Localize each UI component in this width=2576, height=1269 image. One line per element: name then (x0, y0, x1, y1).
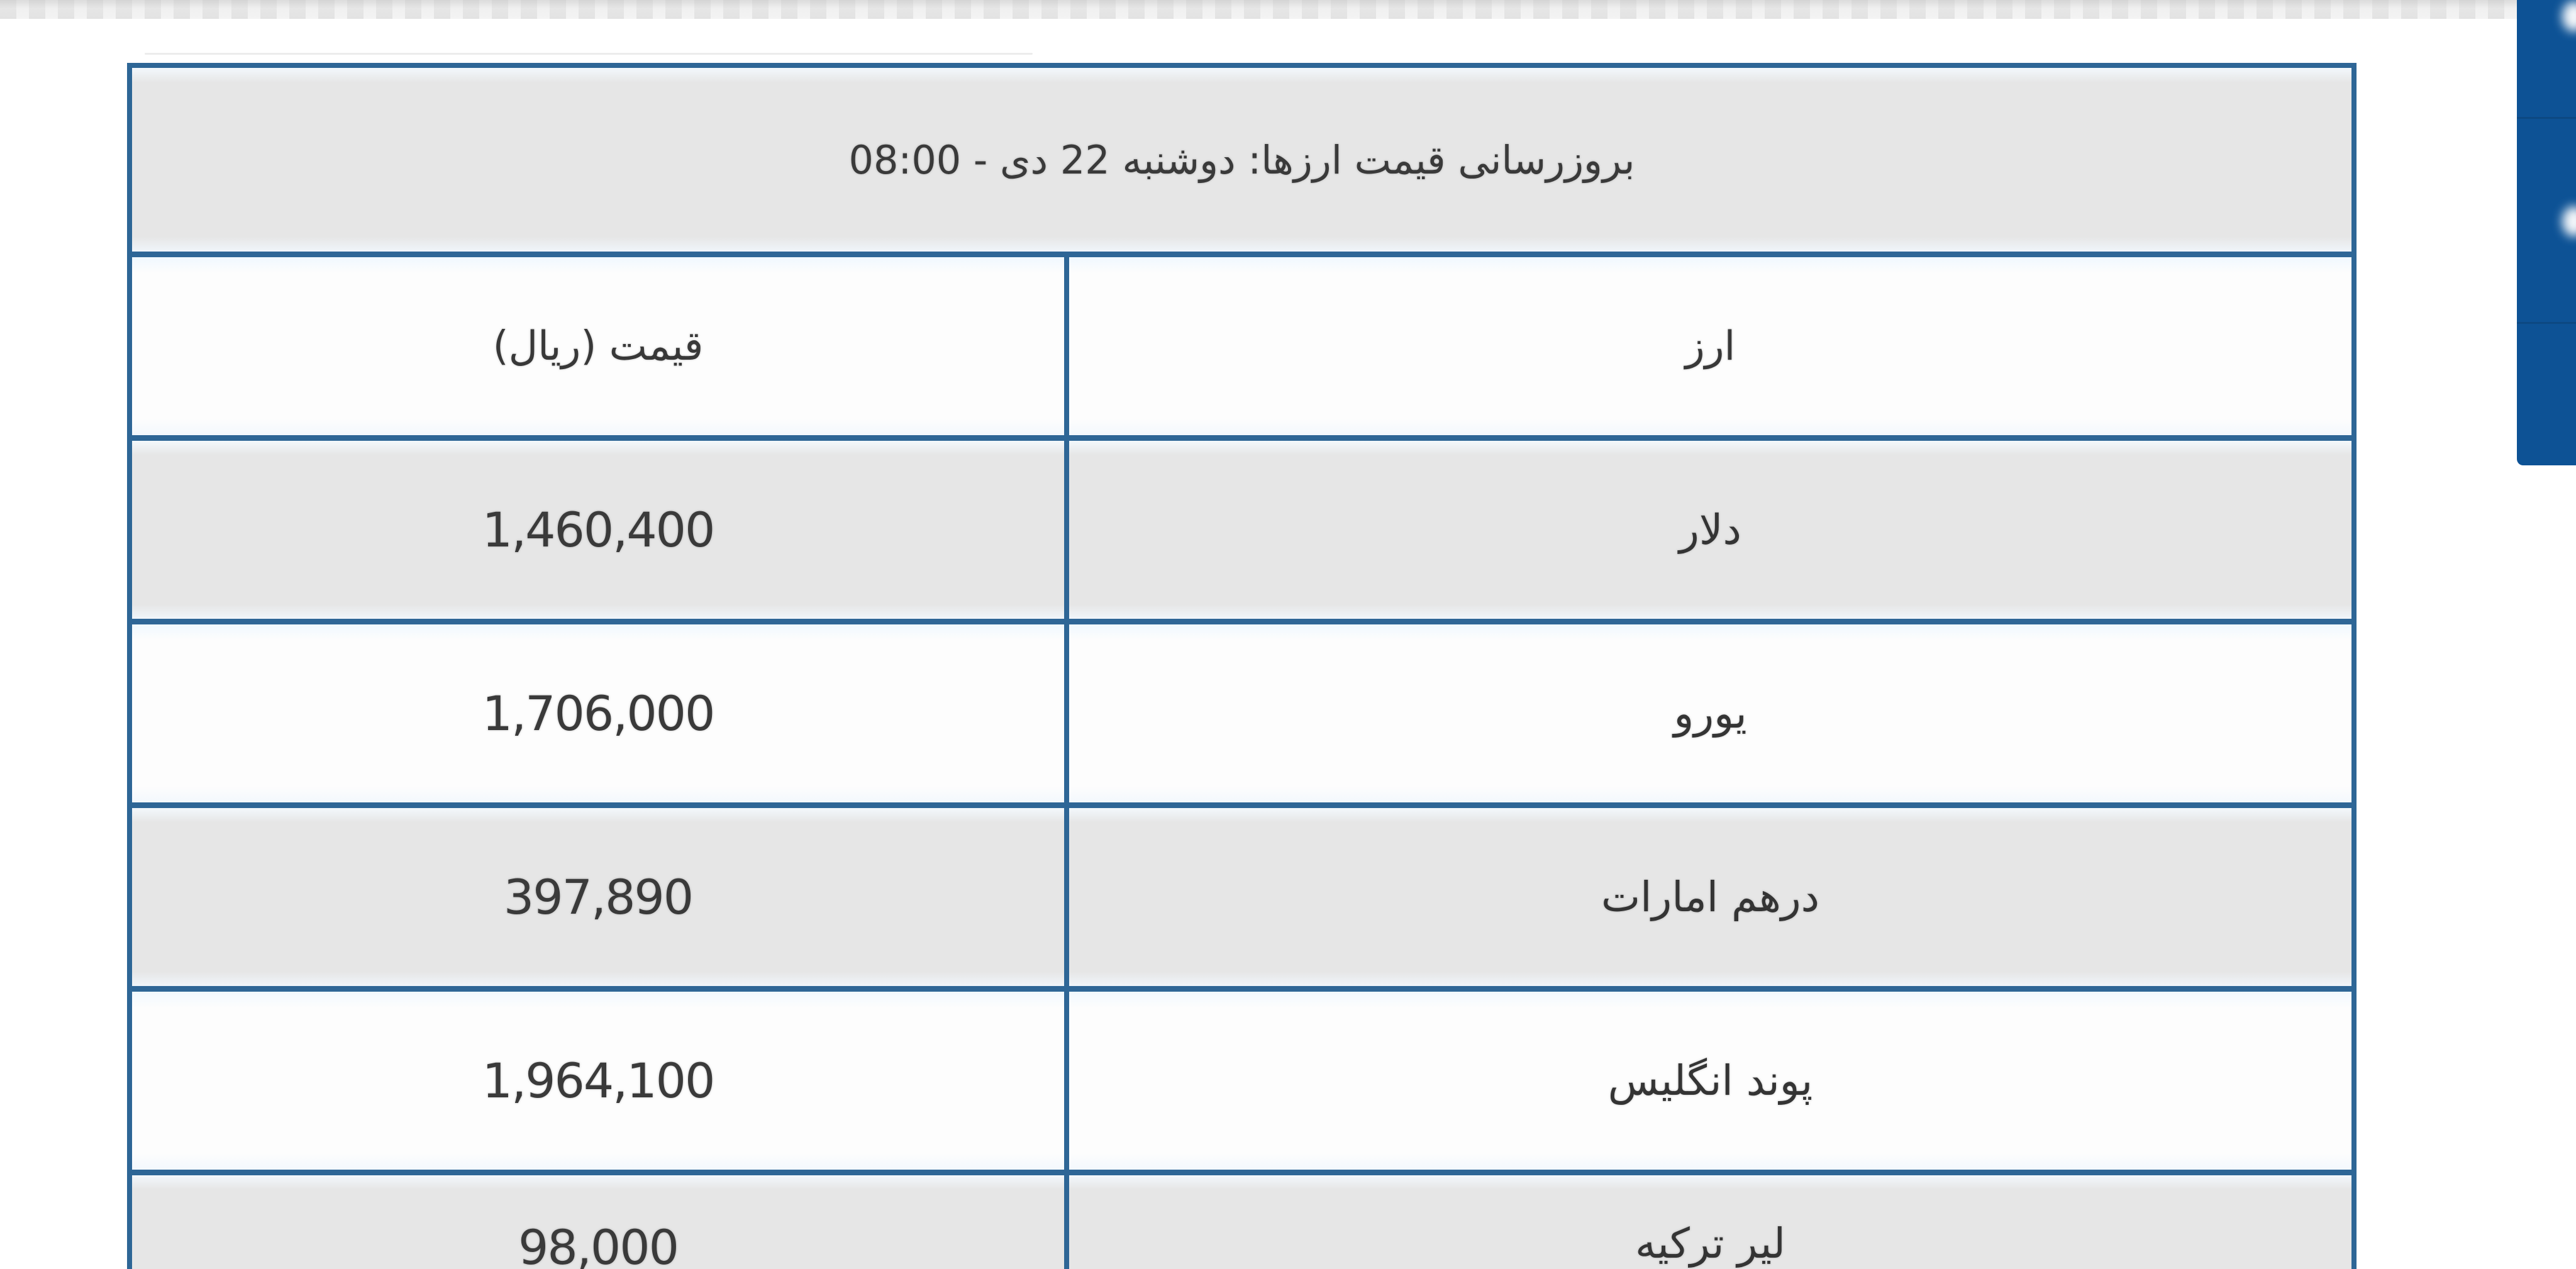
table-row: 1,706,000 یورو (132, 619, 2351, 802)
price-cell: 397,890 (132, 808, 1069, 986)
currency-name: دلار (1679, 506, 1741, 554)
currency-cell: پوند انگلیس (1069, 992, 2351, 1170)
table-title: بروزرسانی قیمت ارزها: دوشنبه 22 دی - 08:… (132, 68, 2351, 252)
currency-price-table: بروزرسانی قیمت ارزها: دوشنبه 22 دی - 08:… (127, 63, 2357, 1269)
table-row: 397,890 درهم امارات (132, 802, 2351, 986)
price-value: 98,000 (518, 1219, 679, 1269)
price-value: 397,890 (503, 869, 694, 925)
price-cell: 98,000 (132, 1175, 1069, 1269)
currency-cell: لیر ترکیه (1069, 1175, 2351, 1269)
top-toolbar-edge (0, 0, 2576, 19)
price-value: 1,460,400 (482, 502, 716, 558)
faint-divider-line (145, 53, 1033, 55)
side-panel[interactable] (2517, 0, 2576, 465)
chevron-left-icon[interactable] (2562, 206, 2576, 236)
table-row-columns: قیمت (ریال) ارز (132, 252, 2351, 435)
table-row: 1,460,400 دلار (132, 435, 2351, 619)
table-row-partial: 98,000 لیر ترکیه (132, 1170, 2351, 1269)
price-cell: 1,460,400 (132, 441, 1069, 619)
currency-cell: یورو (1069, 624, 2351, 802)
table-row: 1,964,100 پوند انگلیس (132, 986, 2351, 1170)
currency-name: درهم امارات (1601, 873, 1820, 921)
column-header-price: قیمت (ریال) (132, 257, 1069, 435)
table-row-header: بروزرسانی قیمت ارزها: دوشنبه 22 دی - 08:… (132, 68, 2351, 252)
currency-name: پوند انگلیس (1607, 1056, 1813, 1105)
currency-cell: دلار (1069, 441, 2351, 619)
currency-name: لیر ترکیه (1635, 1219, 1785, 1268)
price-value: 1,706,000 (482, 685, 716, 741)
price-cell: 1,964,100 (132, 992, 1069, 1170)
price-value: 1,964,100 (482, 1053, 716, 1109)
currency-name: یورو (1674, 689, 1747, 738)
price-cell: 1,706,000 (132, 624, 1069, 802)
column-header-currency: ارز (1069, 257, 2351, 435)
side-panel-divider (2517, 322, 2576, 324)
side-panel-divider (2517, 117, 2576, 119)
chevron-left-icon[interactable] (2562, 1, 2576, 31)
currency-cell: درهم امارات (1069, 808, 2351, 986)
